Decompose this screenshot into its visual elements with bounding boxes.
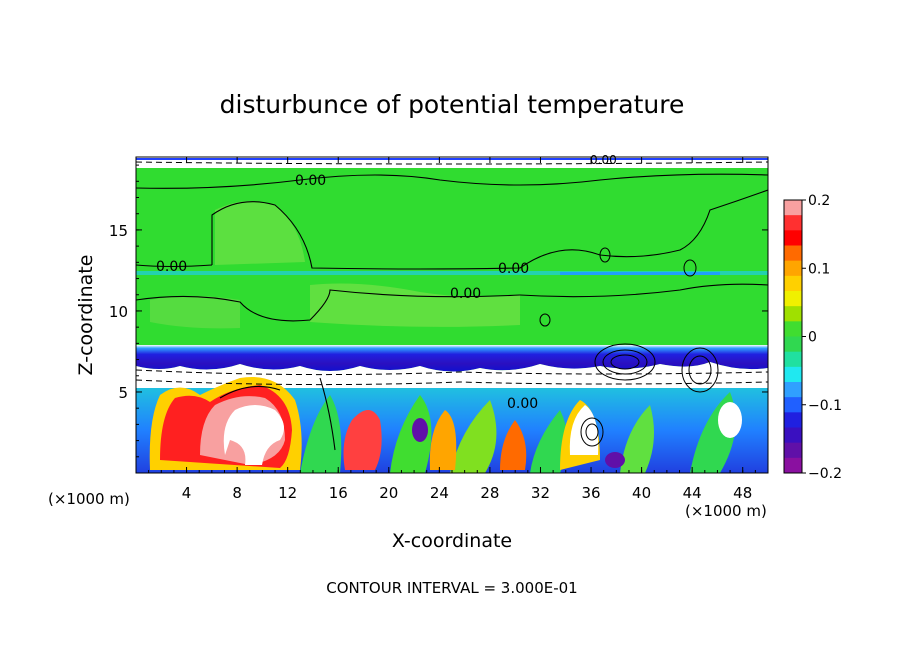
contour-label: 0.00	[507, 396, 538, 412]
field-patch-upper	[215, 201, 305, 265]
plume-white-left	[223, 405, 284, 465]
colorbar-swatch	[784, 336, 802, 353]
x-unit-left: (×1000 m)	[48, 490, 130, 508]
y-tick-label: 15	[109, 222, 128, 240]
x-tick-label: 48	[733, 484, 752, 502]
x-tick-label: 44	[683, 484, 702, 502]
contour-label: 0.00	[450, 286, 481, 302]
colorbar	[784, 200, 802, 474]
plume-green-5	[620, 405, 654, 473]
x-tick-label: 4	[182, 484, 192, 502]
colorbar-tick-label: 0	[808, 330, 817, 346]
field-blue-band	[136, 345, 768, 372]
colorbar-tick-label: −0.2	[808, 466, 842, 482]
plot-area	[136, 157, 768, 473]
chart-title: disturbunce of potential temperature	[220, 90, 685, 119]
plume-green-3	[450, 400, 497, 473]
contour-label: 0.00	[156, 259, 187, 275]
x-tick-label: 8	[232, 484, 242, 502]
colorbar-swatch	[784, 306, 802, 322]
x-tick-label: 36	[581, 484, 600, 502]
y-axis-label: Z-coordinate	[75, 255, 97, 376]
plume-warm-center-3	[500, 420, 527, 470]
x-unit-right: (×1000 m)	[685, 502, 767, 520]
contour-lines	[136, 173, 768, 451]
x-tick-label: 20	[379, 484, 398, 502]
y-axis: 5 10 15	[109, 164, 768, 458]
purple-spot-3	[718, 402, 742, 438]
field-top-strip-line	[136, 158, 768, 160]
purple-spot-2	[605, 452, 625, 468]
x-tick-label: 24	[430, 484, 449, 502]
contour-label: 0.00	[295, 173, 326, 189]
y-tick-label: 5	[118, 384, 128, 402]
colorbar-swatch	[784, 321, 802, 337]
colorbar-swatch	[784, 230, 802, 246]
colorbar-swatch	[784, 200, 802, 216]
contour-labels: 0.00 0.00 0.00 0.00 0.00 0.00	[156, 153, 617, 412]
colorbar-swatch	[784, 442, 802, 459]
contour-lines-dashed	[136, 161, 768, 386]
colorbar-swatch	[784, 351, 802, 368]
field-patch-mid	[310, 283, 520, 327]
colorbar-swatch	[784, 366, 802, 383]
x-tick-label: 12	[278, 484, 297, 502]
field-patch-mid2	[150, 296, 240, 329]
x-tick-label: 40	[632, 484, 651, 502]
colorbar-swatch	[784, 260, 802, 277]
colorbar-labels: 0.2 0.1 0 −0.1 −0.2	[802, 193, 842, 482]
x-axis: 4 8 12 16 20 24 28 32 36 40 44 48	[148, 157, 756, 502]
plume-green-1	[300, 395, 342, 473]
plume-green-4	[530, 410, 568, 473]
colorbar-swatch	[784, 215, 802, 231]
field-top-strip	[136, 157, 768, 168]
colorbar-swatch	[784, 291, 802, 307]
colorbar-swatch	[784, 427, 802, 444]
purple-spot-1	[412, 418, 428, 442]
field-white-layer	[136, 362, 768, 392]
colorbar-swatch	[784, 457, 802, 474]
colorbar-swatch	[784, 245, 802, 262]
plume-warm-center	[343, 410, 382, 470]
contour-label: 0.00	[498, 261, 529, 277]
contour-interval-note: CONTOUR INTERVAL = 3.000E-01	[326, 579, 577, 597]
plume-white-right	[569, 405, 599, 455]
colorbar-swatch	[784, 275, 802, 292]
field-cyan-line	[136, 271, 768, 275]
colorbar-swatch	[784, 382, 802, 398]
colorbar-tick-label: −0.1	[808, 398, 842, 414]
plume-green-2	[390, 395, 432, 473]
x-tick-label: 16	[329, 484, 348, 502]
y-tick-label: 10	[109, 303, 128, 321]
colorbar-tick-label: 0.1	[808, 261, 830, 277]
plume-warm-center-2	[429, 410, 457, 470]
field-cyan-line-2	[560, 272, 720, 275]
contour-cluster	[539, 247, 719, 447]
x-tick-label: 28	[480, 484, 499, 502]
colorbar-swatch	[784, 397, 802, 413]
colorbar-tick-label: 0.2	[808, 193, 830, 209]
x-tick-label: 32	[531, 484, 550, 502]
contour-label: 0.00	[590, 153, 617, 167]
x-axis-label: X-coordinate	[392, 530, 512, 552]
colorbar-swatch	[784, 412, 802, 428]
